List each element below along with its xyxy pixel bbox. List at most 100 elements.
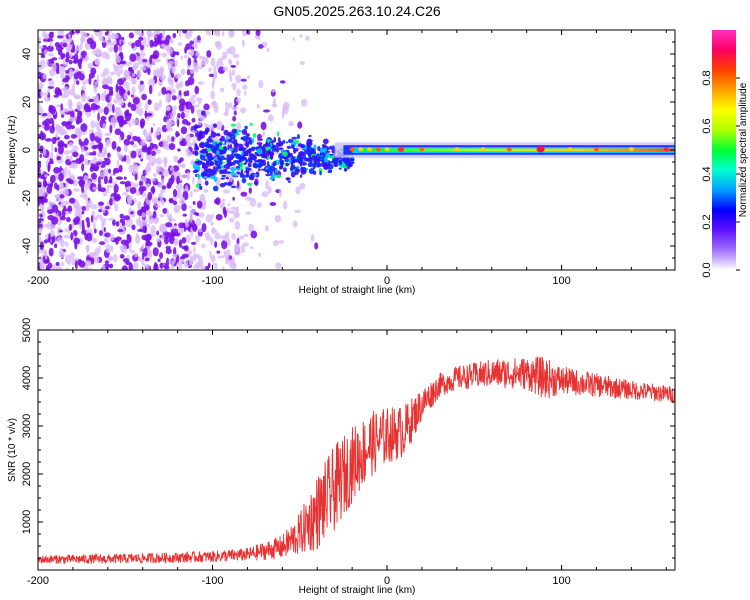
spectrogram-signal-blob: [300, 150, 304, 157]
spectrogram-speckle: [205, 57, 209, 65]
spectrogram-speckle: [236, 97, 242, 103]
spectrogram-speckle: [42, 73, 47, 80]
spectrogram-speckle: [38, 81, 44, 90]
spectrogram-speckle: [90, 215, 94, 223]
spectrogram-speckle: [69, 155, 73, 163]
spectrogram-speckle: [68, 59, 73, 65]
spectrogram-speckle: [62, 77, 69, 83]
spectrogram-speckle: [161, 199, 165, 206]
spectrogram-signal-blob: [236, 171, 241, 175]
spectrogram-speckle: [143, 247, 148, 257]
spectrogram-speckle: [173, 239, 179, 246]
spectrogram-speckle: [172, 32, 177, 39]
spectrogram-speckle: [189, 255, 194, 265]
spectrogram-signal-blob: [241, 173, 245, 179]
spectrogram-signal-blob: [223, 164, 227, 169]
spectrogram-speckle: [236, 88, 241, 97]
spectrogram-signal-blob: [306, 147, 310, 152]
spectrogram-speckle: [131, 118, 139, 125]
spectrogram-speckle: [168, 235, 175, 245]
spectrogram-signal-blob: [202, 174, 205, 179]
spectrogram-speckle: [121, 265, 129, 270]
spectrogram-speckle: [246, 75, 250, 80]
spectrogram-signal-blob: [253, 181, 258, 185]
spectrogram-signal-blob: [257, 168, 261, 172]
spectrogram-speckle: [127, 90, 131, 96]
spectrogram-speckle: [233, 262, 237, 269]
spectrogram-speckle: [172, 88, 176, 94]
spectrogram-speckle: [42, 31, 47, 37]
spectrogram-speckle: [101, 51, 108, 59]
spectrogram-xtick-label: -200: [27, 275, 49, 287]
spectrogram-speckle: [178, 239, 183, 248]
spectrogram-ytick-label: 20: [21, 96, 33, 108]
spectrogram-signal-blob: [241, 151, 245, 155]
spectrogram-speckle: [191, 117, 196, 123]
spectrogram-speckle: [41, 195, 45, 206]
spectrogram-speckle: [113, 64, 118, 73]
spectrogram-speckle: [231, 232, 237, 241]
spectrogram-speckle: [97, 112, 100, 122]
spectrogram-speckle: [81, 93, 87, 102]
spectrogram-signal-blob: [211, 170, 215, 175]
spectrogram-speckle: [283, 200, 288, 210]
spectrogram-speckle: [214, 232, 221, 240]
spectrogram-speckle: [180, 55, 183, 61]
spectrogram-speckle: [151, 197, 159, 204]
spectrogram-speckle: [101, 39, 107, 44]
spectrogram-signal-blob: [273, 145, 276, 148]
spectrogram-speckle: [139, 85, 143, 94]
spectrogram-speckle: [61, 208, 66, 218]
spectrogram-speckle: [71, 221, 75, 229]
spectrogram-hotspot: [419, 147, 425, 152]
spectrogram-signal-blob: [200, 141, 206, 149]
spectrogram-signal-blob: [308, 134, 312, 138]
spectrogram-speckle: [131, 224, 136, 231]
spectrogram-speckle: [131, 42, 135, 49]
spectrogram-speckle: [256, 202, 262, 208]
spectrogram-speckle: [186, 174, 190, 179]
spectrogram-speckle: [166, 183, 172, 189]
spectrogram-speckle: [55, 261, 60, 267]
colorbar-label: Normalized spectral amplitude: [738, 82, 749, 217]
spectrogram-speckle: [214, 198, 219, 205]
spectrogram-speckle: [233, 110, 237, 116]
spectrogram-speckle: [168, 213, 173, 223]
spectrogram-signal-blob: [221, 174, 226, 178]
spectrogram-speckle: [211, 227, 216, 235]
spectrogram-speckle: [163, 265, 170, 270]
spectrogram-speckle: [109, 41, 115, 47]
spectrogram-signal-blob: [278, 140, 284, 147]
spectrogram-speckle: [184, 219, 189, 229]
spectrogram-signal-blob: [227, 132, 234, 138]
spectrogram-speckle: [59, 203, 65, 208]
spectrogram-speckle: [198, 211, 205, 218]
spectrogram-speckle: [60, 88, 67, 92]
spectrogram-speckle: [145, 43, 149, 48]
spectrogram-speckle: [40, 263, 44, 270]
spectrogram-signal-blob: [195, 165, 201, 171]
spectrogram-speckle: [100, 116, 107, 121]
spectrogram-speckle: [185, 142, 193, 147]
spectrogram-speckle: [69, 252, 75, 260]
spectrogram-speckle: [91, 204, 98, 210]
spectrogram-signal-blob: [214, 161, 218, 166]
spectrogram-speckle: [235, 60, 240, 66]
spectrogram-signal-blob: [276, 131, 280, 137]
spectrogram-signal-blob: [310, 158, 313, 164]
spectrogram-speckle: [58, 210, 62, 217]
spectrogram-speckle: [47, 52, 55, 57]
spectrogram-speckle: [213, 104, 219, 114]
spectrogram-speckle: [75, 118, 80, 125]
spectrogram-speckle: [278, 188, 282, 198]
spectrogram-speckle: [116, 85, 124, 91]
spectrogram-speckle: [147, 146, 152, 154]
spectrogram-signal-blob: [343, 168, 348, 172]
spectrogram-speckle: [103, 90, 107, 98]
spectrogram-hotspot: [384, 147, 390, 152]
spectrogram-speckle: [198, 228, 203, 233]
spectrogram-signal-blob: [245, 167, 252, 172]
spectrogram-speckle: [171, 259, 176, 265]
spectrogram-speckle: [182, 101, 190, 106]
spectrogram-speckle: [172, 253, 177, 259]
